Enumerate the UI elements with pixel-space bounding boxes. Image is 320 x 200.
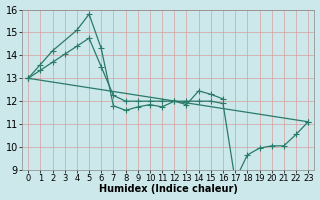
X-axis label: Humidex (Indice chaleur): Humidex (Indice chaleur): [99, 184, 238, 194]
